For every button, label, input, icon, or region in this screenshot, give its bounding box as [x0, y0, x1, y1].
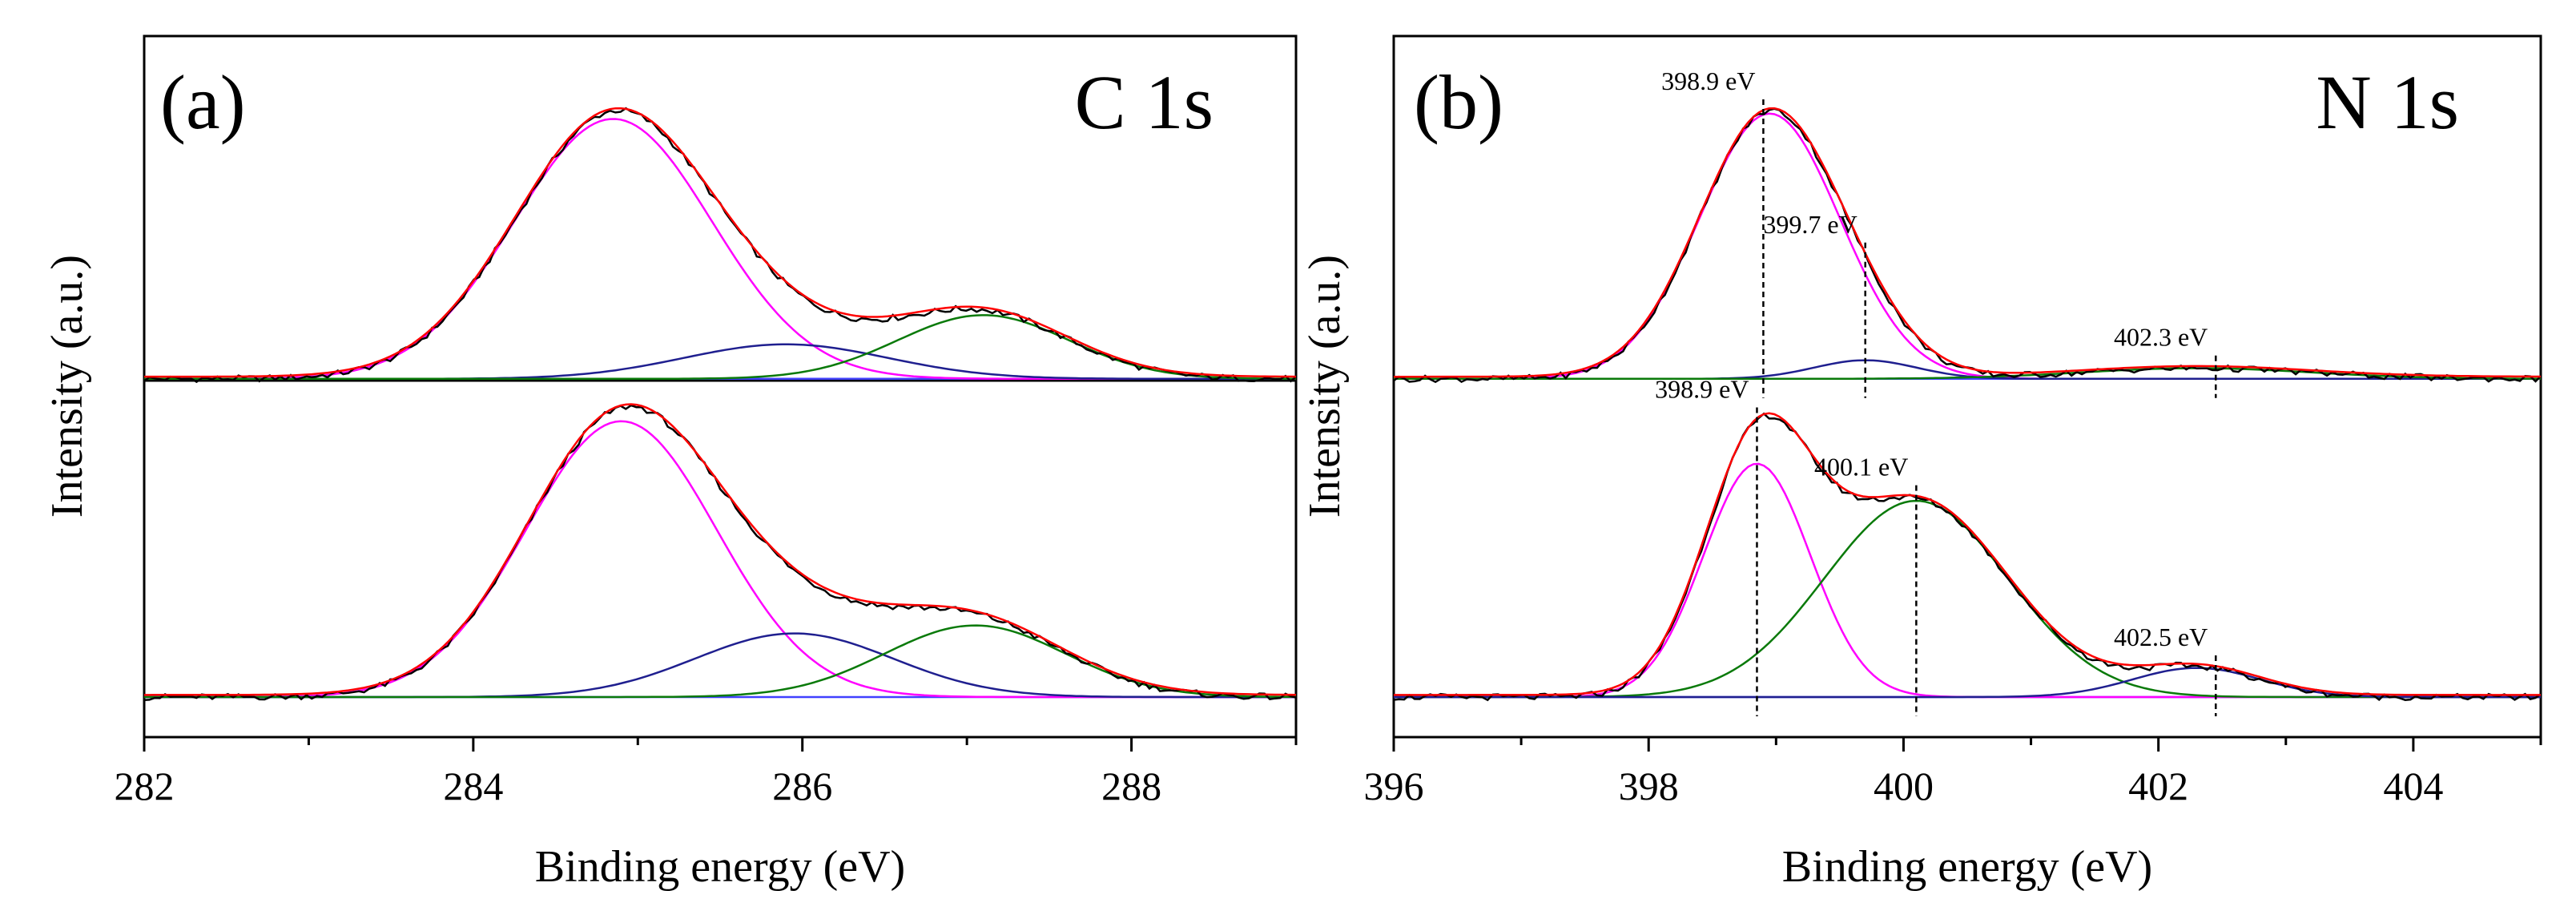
x-axis-title: Binding energy (eV) [1782, 842, 2152, 892]
panel-n1s: (b) N 1s Binding energy (eV) Intensity (… [1300, 34, 2542, 892]
fitted-envelope [144, 403, 1297, 696]
y-axis-title: Intensity (a.u.) [42, 255, 92, 518]
x-tick-label: 282 [115, 764, 175, 808]
x-axis-title: Binding energy (eV) [535, 842, 905, 892]
component-peak-3 [144, 314, 1296, 381]
x-tick-label: 398 [1619, 764, 1679, 808]
component-peak-2 [144, 632, 1296, 699]
measured-spectrum [143, 404, 1297, 702]
component-peak-1 [144, 420, 1296, 699]
x-tick-label: 286 [772, 764, 832, 808]
element-label: N 1s [2316, 59, 2459, 145]
x-ticks: 396 398 400 402 404 [1364, 737, 2542, 808]
measured-spectrum [1393, 412, 2542, 702]
x-ticks: 282 284 286 288 [115, 737, 1298, 808]
x-tick-label: 396 [1364, 764, 1424, 808]
x-tick-label: 404 [2383, 764, 2443, 808]
x-tick-label: 402 [2128, 764, 2188, 808]
peak-annotation: 400.1 eV [1814, 453, 1908, 482]
component-peak-1 [1394, 112, 2541, 381]
measured-spectrum [143, 107, 1297, 384]
fitted-envelope [1394, 107, 2541, 378]
annotations: 398.9 eV 399.7 eV 402.3 eV 398.9 eV 400.1 eV… [1655, 67, 2217, 716]
peak-annotation: 398.9 eV [1661, 67, 1755, 95]
component-peak-3 [1394, 667, 2541, 699]
curves [1393, 107, 2542, 702]
peak-annotation: 402.3 eV [2114, 323, 2208, 352]
peak-annotation: 399.7 eV [1763, 210, 1857, 239]
component-peak-3 [144, 624, 1296, 699]
panel-c1s: (a) C 1s Binding energy (eV) Intensity (… [42, 34, 1298, 892]
x-tick-label: 284 [443, 764, 503, 808]
y-axis-title: Intensity (a.u.) [1300, 255, 1350, 518]
plot-frame [143, 34, 1298, 739]
measured-spectrum [1393, 107, 2542, 384]
plot-frame [1392, 34, 2542, 739]
peak-annotation: 398.9 eV [1655, 374, 1749, 403]
element-label: C 1s [1075, 59, 1214, 145]
component-peak-1 [144, 118, 1296, 381]
component-peak-2 [1394, 499, 2541, 699]
curves [143, 107, 1297, 702]
panel-label: (a) [160, 59, 246, 145]
component-peak-3 [1394, 367, 2542, 381]
panel-label: (b) [1414, 59, 1503, 145]
fitted-envelope [144, 107, 1297, 378]
x-tick-label: 400 [1874, 764, 1934, 808]
fitted-envelope [1394, 412, 2541, 696]
x-tick-label: 288 [1101, 764, 1161, 808]
peak-annotation: 402.5 eV [2114, 623, 2208, 651]
component-peak-1 [1394, 462, 2541, 699]
